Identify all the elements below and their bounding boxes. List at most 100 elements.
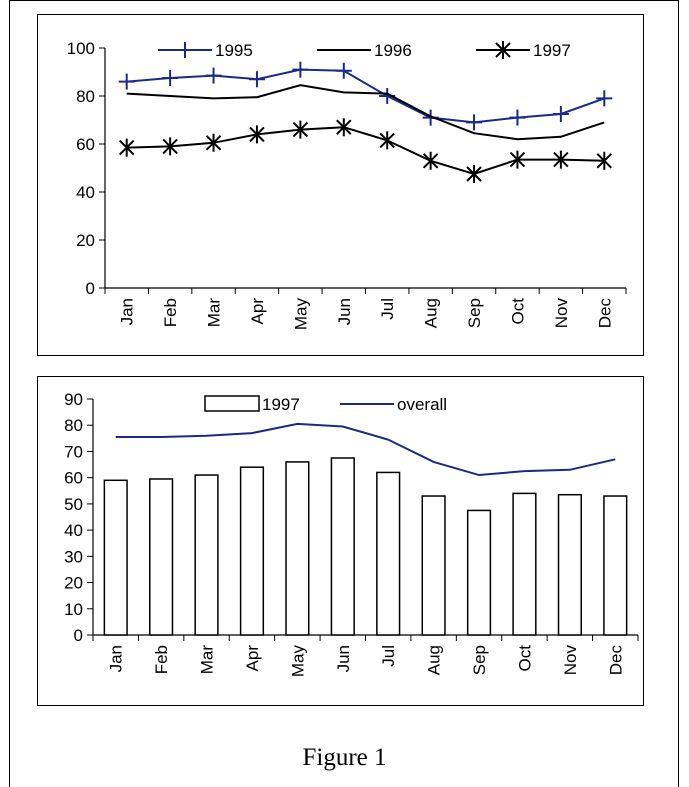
series-line bbox=[126, 68, 605, 124]
data-point bbox=[249, 125, 265, 144]
y-tick-label: 70 bbox=[64, 442, 83, 461]
data-point bbox=[509, 150, 526, 169]
y-tick-label: 20 bbox=[64, 574, 83, 593]
y-tick-label: 80 bbox=[76, 87, 95, 106]
figure-frame bbox=[9, 0, 679, 787]
legend-item: overall bbox=[340, 395, 447, 414]
data-point bbox=[336, 118, 352, 137]
data-point bbox=[466, 165, 482, 183]
data-point bbox=[119, 138, 135, 157]
bar bbox=[330, 457, 355, 636]
data-point bbox=[553, 150, 569, 169]
y-tick-label: 40 bbox=[64, 521, 83, 540]
bar bbox=[239, 466, 265, 636]
y-tick-label: 0 bbox=[86, 279, 95, 298]
series-line bbox=[115, 422, 616, 477]
y-tick-label: 50 bbox=[64, 495, 83, 514]
bar-chart-panel: 0 10 20 30 40 50 60 70 80 90 Jan Feb Mar Apr May Jun Jul… bbox=[37, 376, 644, 706]
x-tick-label: Feb bbox=[161, 298, 180, 327]
data-point bbox=[552, 106, 569, 122]
data-point bbox=[596, 90, 613, 107]
y-tick-label: 40 bbox=[76, 183, 95, 202]
data-point bbox=[248, 71, 265, 88]
legend-item: 1995 bbox=[158, 41, 253, 60]
data-point bbox=[162, 137, 178, 156]
series-1996 bbox=[126, 84, 605, 141]
y-tick-label: 80 bbox=[64, 416, 83, 435]
data-point bbox=[162, 70, 179, 86]
x-tick-label: May bbox=[288, 645, 307, 678]
data-point bbox=[292, 120, 309, 139]
x-tick-label: Nov bbox=[552, 298, 571, 329]
legend-item: 1997 bbox=[476, 41, 571, 60]
legend-label: 1997 bbox=[262, 395, 300, 414]
bar bbox=[603, 495, 628, 636]
x-tick-label: Jun bbox=[335, 298, 354, 325]
figure-caption: Figure 1 bbox=[302, 744, 387, 771]
data-point bbox=[335, 62, 352, 79]
y-tick-label: 10 bbox=[64, 600, 83, 619]
x-tick-label: Dec bbox=[606, 645, 625, 676]
data-point bbox=[118, 73, 135, 90]
legend-label: 1997 bbox=[533, 41, 571, 60]
series-1995 bbox=[118, 61, 613, 131]
data-point bbox=[292, 61, 309, 78]
bar bbox=[512, 492, 537, 636]
line-chart: 0 20 40 60 80 100 Jan Feb Mar Apr May Jun Jul Aug Sep O… bbox=[67, 39, 627, 331]
line-chart-panel: 0 20 40 60 80 100 Jan Feb Mar Apr May Jun Jul Aug Sep O… bbox=[37, 14, 644, 356]
y-tick-label: 30 bbox=[64, 547, 83, 566]
bar bbox=[103, 479, 128, 636]
x-tick-label: Apr bbox=[243, 645, 262, 672]
x-tick-label: Oct bbox=[515, 645, 534, 672]
x-tick-label: Mar bbox=[205, 298, 224, 328]
data-point bbox=[422, 151, 439, 170]
legend-label: overall bbox=[397, 395, 447, 414]
x-tick-label: Aug bbox=[422, 298, 441, 328]
bar bbox=[194, 474, 219, 636]
bar bbox=[285, 461, 310, 636]
x-tick-label: Jan bbox=[107, 645, 126, 672]
x-tick-label: Jan bbox=[118, 298, 137, 325]
x-tick-label: Feb bbox=[152, 645, 171, 674]
bar bbox=[421, 495, 446, 636]
legend: 1995 1996 1997 bbox=[158, 41, 571, 60]
bar bbox=[149, 478, 174, 636]
legend-marker bbox=[495, 41, 511, 59]
y-tick-label: 100 bbox=[67, 39, 95, 58]
bar bbox=[376, 471, 401, 636]
series-line bbox=[126, 126, 605, 176]
x-tick-label: Jul bbox=[378, 298, 397, 320]
legend-swatch bbox=[204, 395, 260, 412]
series-1997 bbox=[103, 457, 628, 636]
bar bbox=[557, 493, 582, 636]
x-tick-label: Mar bbox=[198, 645, 217, 675]
bar-chart: 0 10 20 30 40 50 60 70 80 90 Jan Feb Mar Apr May Jun Jul… bbox=[64, 390, 639, 678]
data-point bbox=[205, 133, 222, 152]
legend-item: 1996 bbox=[317, 41, 412, 60]
legend-item: 1997 bbox=[204, 395, 300, 414]
y-tick-label: 60 bbox=[76, 135, 95, 154]
y-tick-label: 90 bbox=[64, 390, 83, 409]
x-tick-label: Jul bbox=[379, 645, 398, 667]
x-tick-label: Apr bbox=[248, 298, 267, 325]
x-tick-label: Sep bbox=[465, 298, 484, 328]
legend-label: 1995 bbox=[215, 41, 253, 60]
x-tick-label: Aug bbox=[425, 645, 444, 675]
y-tick-label: 20 bbox=[76, 231, 95, 250]
legend-label: 1996 bbox=[374, 41, 412, 60]
x-tick-label: Sep bbox=[470, 645, 489, 675]
x-tick-label: Oct bbox=[508, 298, 527, 325]
y-tick-label: 60 bbox=[64, 469, 83, 488]
x-tick-label: Nov bbox=[561, 645, 580, 676]
data-point bbox=[509, 109, 526, 126]
y-tick-label: 0 bbox=[74, 626, 83, 645]
legend: 1997 overall bbox=[204, 395, 447, 414]
data-point bbox=[379, 131, 395, 150]
x-tick-label: May bbox=[291, 298, 310, 331]
x-tick-label: Jun bbox=[334, 645, 353, 672]
bar bbox=[466, 509, 492, 636]
series-1997 bbox=[119, 118, 612, 183]
data-point bbox=[205, 67, 222, 84]
series-line bbox=[126, 84, 605, 141]
series-overall bbox=[115, 422, 616, 477]
